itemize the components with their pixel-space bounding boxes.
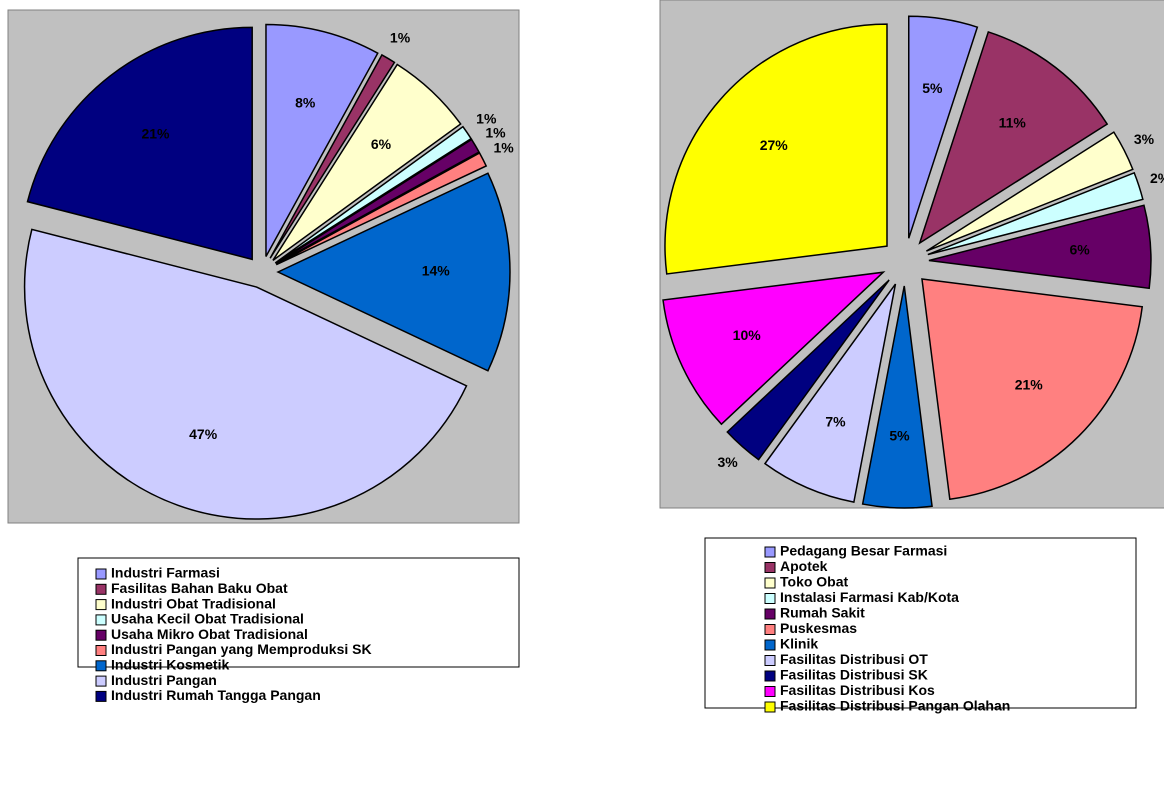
pie-slice xyxy=(918,30,1109,245)
legend-label: Fasilitas Distribusi SK xyxy=(780,667,928,683)
legend-swatch xyxy=(764,608,776,620)
legend-swatch xyxy=(95,645,107,656)
pie-slice xyxy=(927,171,1144,256)
legend-label: Industri Rumah Tangga Pangan xyxy=(111,687,321,703)
pie-slice xyxy=(269,53,396,259)
data-label: 6% xyxy=(1069,242,1090,258)
legend-label: Klinik xyxy=(780,636,818,652)
data-label: 10% xyxy=(733,327,762,343)
data-label: 3% xyxy=(718,454,739,470)
pie-slice xyxy=(272,63,462,261)
pie-slice xyxy=(908,15,979,239)
pie-slice xyxy=(265,23,379,257)
legend-label: Industri Pangan yang Memproduksi SK xyxy=(111,641,372,657)
legend-label: Apotek xyxy=(780,558,828,574)
legend-label: Toko Obat xyxy=(780,574,849,590)
legend-label: Fasilitas Distribusi Pangan Olahan xyxy=(780,698,1010,714)
data-label: 6% xyxy=(371,136,392,152)
legend-swatch xyxy=(764,686,776,697)
data-label: 21% xyxy=(141,125,170,141)
legend-swatch xyxy=(764,593,776,604)
data-label: 11% xyxy=(999,114,1027,130)
legend-swatch xyxy=(95,599,107,611)
data-label: 27% xyxy=(760,137,789,153)
legend-label: Usaha Kecil Obat Tradisional xyxy=(111,611,304,627)
data-label: 7% xyxy=(825,413,846,429)
data-label: 14% xyxy=(422,263,451,279)
legend-label: Industri Kosmetik xyxy=(111,657,229,673)
pie-slice xyxy=(26,26,253,261)
data-label: 1% xyxy=(390,29,411,45)
legend-label: Puskesmas xyxy=(780,620,857,636)
legend-swatch xyxy=(95,629,107,641)
legend-swatch xyxy=(764,670,776,682)
data-label: 47% xyxy=(189,426,218,442)
pie-slice xyxy=(274,125,473,264)
legend-label: Fasilitas Bahan Baku Obat xyxy=(111,580,288,596)
legend-swatch xyxy=(95,675,107,687)
legend-swatch xyxy=(764,562,776,573)
legend-swatch xyxy=(95,614,107,626)
legend-swatch xyxy=(95,660,107,672)
pie-slice xyxy=(928,204,1152,290)
legend-label: Fasilitas Distribusi Kos xyxy=(780,682,935,698)
legend-label: Industri Pangan xyxy=(111,672,217,688)
pie-slice xyxy=(726,279,890,461)
legend-label: Instalasi Farmasi Kab/Kota xyxy=(780,589,959,605)
legend-swatch xyxy=(764,701,776,713)
legend-swatch xyxy=(764,639,776,651)
legend-label: Rumah Sakit xyxy=(780,605,865,621)
legend-label: Industri Obat Tradisional xyxy=(111,595,276,611)
pie-slice xyxy=(925,131,1134,252)
pie-slice xyxy=(662,271,886,426)
pie-slice xyxy=(763,283,897,503)
data-label: 1% xyxy=(485,125,506,141)
data-label: 21% xyxy=(1015,376,1044,392)
legend-label: Industri Farmasi xyxy=(111,565,220,581)
legend-box xyxy=(77,557,520,668)
data-label: 8% xyxy=(295,94,316,110)
pie-slice xyxy=(275,138,481,265)
data-label: 3% xyxy=(1134,131,1155,147)
legend-swatch xyxy=(764,624,776,635)
legend-label: Pedagang Besar Farmasi xyxy=(780,543,947,559)
data-label: 2% xyxy=(1150,170,1164,186)
pie-slice xyxy=(23,228,468,520)
legend-swatch xyxy=(764,577,776,589)
pie-slice xyxy=(276,172,511,372)
pie-slice xyxy=(921,278,1144,501)
legend-label: Fasilitas Distribusi OT xyxy=(780,651,928,667)
pie-slice xyxy=(861,285,933,509)
pie-slice xyxy=(275,151,488,266)
legend-swatch xyxy=(764,655,776,666)
legend-label: Usaha Mikro Obat Tradisional xyxy=(111,626,308,642)
legend-swatch xyxy=(764,546,776,558)
data-label: 5% xyxy=(889,428,910,444)
legend-box xyxy=(704,537,1137,709)
data-label: 1% xyxy=(476,110,497,126)
legend-swatch xyxy=(95,583,107,595)
legend-swatch xyxy=(95,568,107,580)
pie-slice xyxy=(664,23,888,275)
data-label: 1% xyxy=(494,140,515,156)
legend-swatch xyxy=(95,690,107,702)
data-label: 5% xyxy=(922,80,943,96)
